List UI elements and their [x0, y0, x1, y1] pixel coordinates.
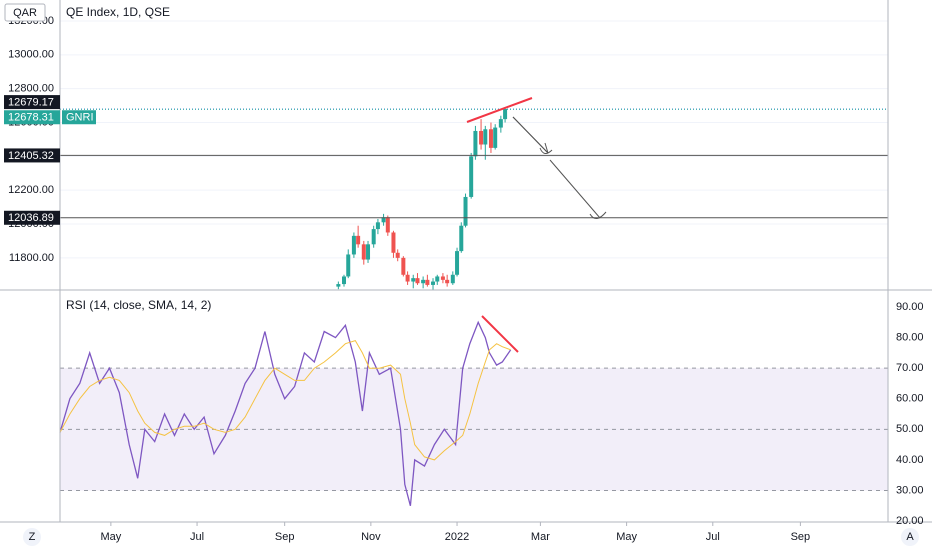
candle-body [405, 274, 410, 282]
grid-layer [60, 20, 888, 526]
arrow [512, 116, 553, 154]
candle-body [431, 281, 436, 285]
candle-body [356, 235, 361, 245]
marks-layer [59, 107, 888, 506]
level-label-box [4, 210, 60, 225]
candle-body [445, 279, 450, 284]
x-tick-label: Jul [706, 531, 720, 543]
candle-body [361, 244, 366, 260]
auto-scale-button[interactable] [901, 528, 919, 546]
candle-body [483, 129, 488, 145]
level-tag: GNRI [66, 112, 94, 124]
x-tick-label: Jul [190, 531, 204, 543]
currency: QAR [13, 7, 37, 19]
candle-body [421, 279, 426, 284]
candle-body [473, 130, 478, 157]
level-label: 12679.17 [8, 97, 54, 109]
candle-body [375, 222, 380, 230]
candle-body [440, 276, 445, 280]
candle-body [503, 108, 508, 120]
candle-body [336, 284, 341, 287]
x-tick-label: Sep [791, 531, 811, 543]
candle-body [459, 225, 464, 252]
candle-body [346, 254, 351, 277]
corner-left[interactable]: Z [29, 531, 36, 543]
candle-body [493, 127, 498, 148]
y-tick-label: 20.00 [896, 515, 924, 527]
y-tick-label: 30.00 [896, 484, 924, 496]
x-tick-label: May [616, 531, 637, 543]
x-tick-label: Nov [361, 531, 381, 543]
y-tick-label: 80.00 [896, 331, 924, 343]
y-tick-label: 70.00 [896, 362, 924, 374]
y-tick-label: 12200.00 [8, 184, 54, 196]
candle-body [342, 276, 347, 285]
candle-body [479, 130, 484, 145]
y-tick-label: 13000.00 [8, 49, 54, 61]
candle-body [415, 278, 420, 284]
y-tick-label: 12800.00 [8, 83, 54, 95]
candle-body [450, 274, 455, 284]
arrow [549, 159, 607, 219]
corner-right[interactable]: A [906, 531, 914, 543]
level-label-box [4, 95, 60, 110]
level-label: 12036.89 [8, 212, 54, 224]
rsi-line [59, 320, 512, 506]
x-tick-label: May [100, 531, 121, 543]
rsi-title: RSI (14, close, SMA, 14, 2) [66, 298, 211, 312]
candle-body [385, 217, 390, 233]
level-label: 12678.31 [8, 112, 54, 124]
chart-title: QE Index, 1D, QSE [66, 5, 170, 19]
y-tick-label: 40.00 [896, 454, 924, 466]
rsi-line [59, 340, 511, 461]
candle-body [411, 278, 416, 282]
x-tick-label: 2022 [445, 531, 469, 543]
candle-body [425, 279, 430, 285]
level-label: 12405.32 [8, 150, 54, 162]
rsi-band [60, 368, 888, 491]
candle-body [455, 251, 460, 275]
y-tick-label: 11800.00 [9, 252, 54, 264]
candle-body [391, 232, 396, 253]
labels-layer: 11800.0012000.0012200.0012400.0012600.00… [4, 15, 924, 543]
candle-body [435, 276, 440, 282]
candle-body [366, 244, 371, 260]
candle-body [401, 257, 406, 275]
rsi-trend-line [481, 315, 519, 353]
y-tick-label: 60.00 [896, 393, 924, 405]
candle-body [371, 229, 376, 245]
y-tick-label: 90.00 [896, 301, 924, 313]
level-label-box [4, 148, 60, 163]
candle-body [469, 156, 474, 197]
candle-body [351, 235, 356, 255]
candle-body [488, 129, 493, 148]
level-label-box [4, 110, 60, 125]
candle-body [498, 119, 503, 128]
candle-body [463, 196, 468, 226]
rsi-band-layer [60, 368, 888, 491]
currency-box [4, 3, 46, 22]
trend-line [466, 97, 533, 123]
timezone-button[interactable] [23, 528, 41, 546]
candle-body [381, 217, 386, 223]
y-tick-label: 50.00 [896, 423, 924, 435]
candle-body [395, 252, 400, 258]
level-tag-box [62, 110, 96, 125]
x-tick-label: Sep [275, 531, 295, 543]
x-tick-label: Mar [531, 531, 550, 543]
